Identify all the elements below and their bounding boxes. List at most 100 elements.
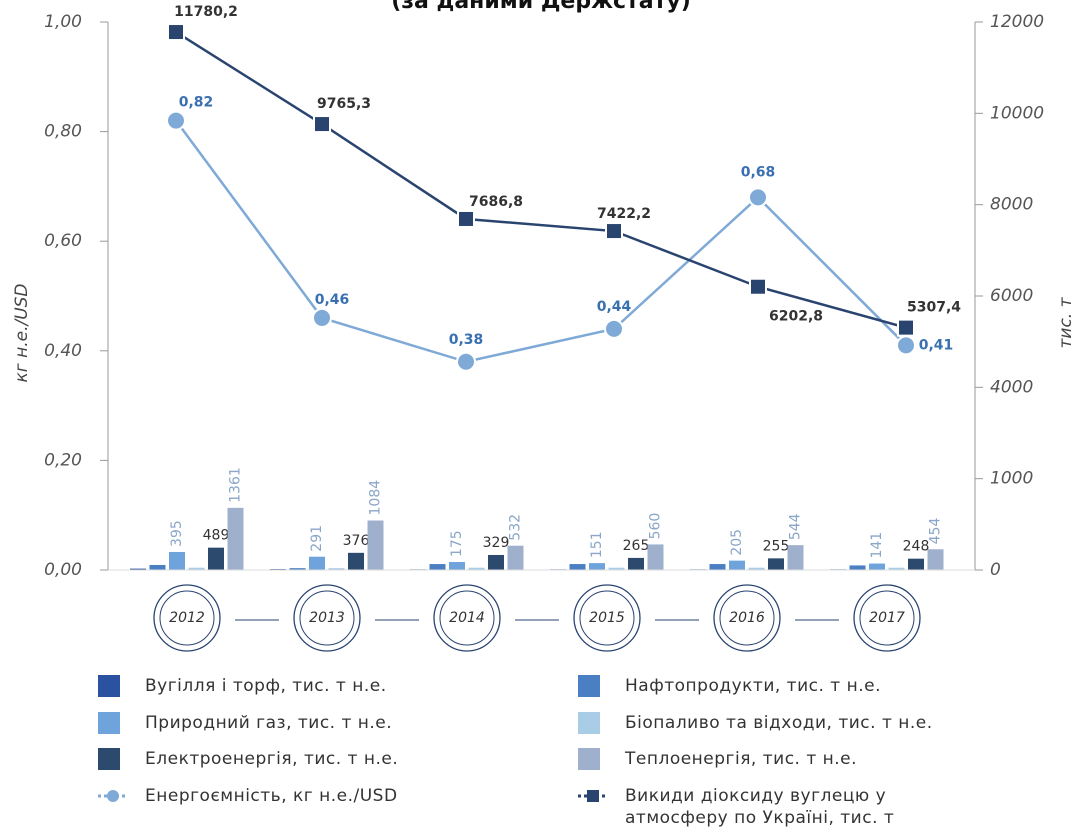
point-label: 9765,3 (317, 96, 371, 112)
legend-swatch (578, 748, 600, 770)
legend-swatch (578, 711, 600, 734)
x-tick-label: 2017 (869, 610, 905, 626)
point-label: 7686,8 (469, 194, 523, 210)
y-axis-label: кг н.е./USD (12, 283, 32, 382)
legend-label: Енергоємність, кг н.е./USD (145, 785, 398, 806)
y2-tick-label: 1000 (990, 469, 1033, 489)
line (175, 30, 907, 329)
bar (429, 564, 446, 570)
bar (748, 567, 765, 570)
y2-tick-label: 4000 (990, 377, 1033, 397)
year-ring (433, 584, 501, 652)
bar-label: 248 (903, 539, 930, 555)
bar (849, 565, 866, 570)
bar (289, 568, 306, 570)
year-ring (713, 584, 781, 652)
point-label: 0,41 (919, 337, 954, 353)
bar (169, 551, 185, 570)
bar (367, 520, 384, 570)
bar-label: 151 (589, 531, 605, 558)
legend-label: Біопаливо та відходи, тис. т н.е. (625, 712, 933, 733)
y2-tick-label: 10000 (990, 103, 1044, 123)
legend-swatch (98, 675, 120, 697)
y2-tick-label: 0 (990, 560, 1001, 580)
year-ring-inner (579, 590, 635, 646)
point (897, 318, 915, 337)
point (896, 335, 916, 356)
bar (328, 568, 345, 570)
y2-axis-label: тис. т (1056, 296, 1076, 348)
legend-label: Вугілля і торф, тис. т н.е. (145, 676, 387, 696)
bar (628, 557, 644, 570)
y-tick-label: 0,60 (44, 231, 82, 251)
legend-label: Викиди діоксиду вуглецю у атмосферу по У… (625, 785, 895, 827)
bar-label: 376 (343, 533, 370, 549)
y-tick-label: 0,00 (44, 560, 82, 580)
bar-label: 1361 (228, 467, 244, 503)
bar-label: 544 (788, 513, 804, 540)
y-tick-label: 0,40 (44, 341, 82, 361)
point (749, 277, 767, 296)
legend-swatch (578, 785, 608, 807)
point (167, 23, 185, 42)
point (166, 110, 186, 131)
point (456, 351, 476, 372)
point (748, 187, 768, 208)
bar (589, 563, 605, 570)
legend-label: Нафтопродукти, тис. т н.е. (625, 676, 881, 696)
line (174, 119, 907, 364)
bar (787, 545, 804, 570)
point-label: 6202,8 (769, 309, 823, 325)
bar (709, 564, 726, 570)
legend-label: Електроенергія, тис. т н.е. (145, 749, 399, 769)
year-ring-inner (859, 590, 915, 646)
bar (309, 556, 325, 570)
bar (908, 558, 924, 570)
year-ring-inner (439, 590, 495, 646)
point (605, 222, 623, 241)
bar-label: 1084 (368, 480, 384, 516)
bar-label: 175 (449, 530, 465, 557)
bar-label: 291 (309, 525, 325, 552)
x-tick-label: 2013 (309, 610, 345, 626)
y-tick-label: 1,00 (44, 12, 82, 32)
year-ring-inner (159, 590, 215, 646)
bar (888, 567, 905, 570)
point (457, 209, 475, 228)
point-label: 7422,2 (597, 206, 651, 222)
legend-label: Природний газ, тис. т н.е. (145, 712, 393, 733)
bar (348, 552, 364, 570)
point-label: 0,46 (315, 292, 350, 308)
y-tick-label: 0,20 (44, 450, 82, 470)
bar (608, 567, 625, 570)
y2-tick-label: 6000 (990, 286, 1033, 306)
bar (188, 567, 205, 570)
bar-label: 560 (648, 513, 664, 540)
bar (927, 549, 944, 570)
year-ring-inner (299, 590, 355, 646)
bar-label: 265 (623, 538, 650, 554)
y-tick-label: 0,80 (44, 122, 82, 142)
legend-label: Теплоенергія, тис. т н.е. (625, 749, 858, 769)
bar (449, 562, 465, 570)
legend-swatch (98, 748, 120, 770)
year-ring-inner (719, 590, 775, 646)
chart-title: (за даними Держстату) (391, 0, 691, 14)
bar-label: 141 (869, 532, 885, 559)
point-label: 5307,4 (907, 300, 961, 316)
point-label: 11780,2 (174, 4, 238, 20)
bar (227, 507, 244, 570)
point-label: 0,68 (741, 164, 776, 180)
bar (869, 563, 885, 570)
bar-label: 532 (508, 514, 524, 541)
point-label: 0,44 (597, 299, 632, 315)
bar-label: 329 (483, 535, 510, 551)
bar-label: 205 (729, 529, 745, 556)
bar (729, 560, 745, 570)
bar (647, 544, 664, 570)
point-label: 0,38 (449, 332, 484, 348)
point (312, 307, 332, 328)
year-ring (573, 584, 641, 652)
